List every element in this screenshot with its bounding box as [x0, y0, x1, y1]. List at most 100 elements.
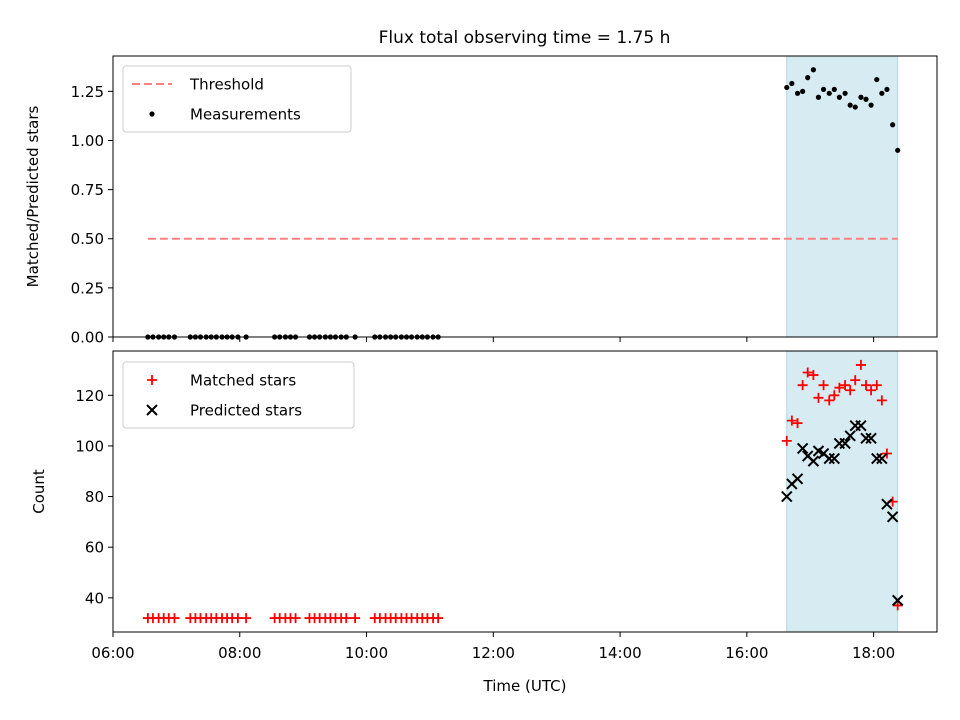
predicted-point [855, 419, 867, 432]
predicted-point [791, 473, 804, 485]
y-tick-label: 0.25 [71, 279, 104, 297]
legend-predicted-swatch [146, 404, 158, 416]
y-tick-label: 40 [85, 589, 104, 607]
y-tick-label: 1.25 [71, 83, 104, 101]
x-tick-label: 14:00 [598, 644, 641, 662]
measurement-point [810, 67, 817, 73]
y-axis-label: Matched/Predicted stars [24, 106, 42, 288]
predicted-point [886, 511, 899, 523]
matched-point [818, 380, 829, 391]
legend-matched-swatch [147, 375, 157, 385]
top-panel-ratio: 0.00 0.25 0.50 0.75 1.00 1.25 Matched/Predicte… [24, 55, 938, 347]
x-tick-label: 08:00 [218, 644, 261, 662]
matched-point [892, 600, 903, 611]
matched-point [813, 392, 824, 403]
predicted-point [828, 452, 841, 465]
x-tick-label: 16:00 [725, 644, 768, 662]
matched-point [829, 390, 840, 401]
legend-label: Threshold [189, 76, 264, 94]
matched-point [881, 448, 892, 459]
bottom-panel-counts: 40 60 80 100 120 06:00 08:00 10:00 12:00 14:00 16:… [30, 350, 938, 695]
matched-point [781, 435, 792, 446]
matched-point [786, 415, 797, 426]
predicted-point [796, 442, 809, 455]
measurement-point [874, 76, 880, 83]
measurement-point [836, 94, 842, 100]
measurement-point [789, 80, 795, 87]
measurement-point [868, 102, 874, 108]
observing-span [786, 55, 899, 338]
measurement-point [784, 84, 790, 91]
matched-point [808, 370, 819, 381]
x-tick-label: 06:00 [91, 644, 134, 662]
x-tick-label: 10:00 [345, 644, 388, 662]
observing-span [786, 350, 899, 633]
measurement-point [852, 104, 858, 110]
matched-point [861, 380, 872, 391]
matched-point [824, 395, 835, 406]
measurement-point [831, 86, 837, 93]
matched-point [802, 367, 813, 378]
y-tick-label: 120 [75, 387, 104, 405]
predicted-point [865, 432, 877, 445]
predicted-point [839, 437, 851, 450]
measurement-point [794, 90, 801, 96]
matched-point [866, 385, 877, 396]
legend-label: Predicted stars [190, 402, 302, 420]
y-tick-label: 60 [85, 539, 104, 557]
predicted-point [871, 452, 883, 465]
measurement-point [842, 90, 848, 96]
predicted-point [781, 490, 793, 503]
x-axis-label: Time (UTC) [483, 677, 567, 695]
matched-point [350, 613, 361, 624]
measurement-point [884, 86, 890, 93]
predicted-point [844, 430, 856, 442]
legend-measurement-swatch [149, 111, 155, 117]
matched-point [792, 418, 803, 429]
axes-frame [112, 350, 938, 633]
predicted-point [881, 498, 893, 510]
axes-frame [112, 55, 938, 338]
matched-point [169, 613, 180, 624]
x-tick-label: 18:00 [852, 644, 895, 662]
predicted-point [823, 452, 835, 465]
measurement-point [858, 94, 864, 100]
y-tick-label: 0.00 [71, 329, 104, 347]
matched-point [876, 395, 887, 406]
measurement-point [895, 147, 901, 153]
chart-title: Flux total observing time = 1.75 h [379, 28, 671, 48]
predicted-point [891, 594, 904, 607]
legend: Matched stars Predicted stars [122, 361, 355, 429]
legend-box [122, 361, 355, 429]
matched-point [834, 382, 845, 393]
measurement-point [826, 90, 832, 96]
predicted-point [860, 432, 872, 445]
matched-point [840, 380, 851, 391]
y-tick-label: 100 [75, 437, 104, 455]
matched-point [871, 380, 882, 391]
matched-point [845, 385, 856, 396]
measurement-point [847, 102, 853, 108]
measurement-point [820, 86, 827, 93]
legend-label: Matched stars [190, 372, 296, 390]
y-tick-label: 1.00 [71, 132, 104, 150]
legend-box [122, 65, 352, 133]
matched-point [797, 380, 808, 391]
measurement-point [879, 90, 885, 96]
matched-point [850, 375, 861, 386]
y-tick-label: 0.50 [71, 230, 104, 248]
measurement-point [805, 75, 811, 81]
measurement-point [890, 122, 896, 128]
predicted-point [876, 452, 888, 465]
x-tick-label: 12:00 [472, 644, 515, 662]
measurement-point [800, 88, 806, 94]
measurement-point [863, 96, 869, 102]
matched-point [855, 359, 866, 370]
y-tick-label: 0.75 [71, 181, 104, 199]
matched-point [241, 613, 252, 624]
matched-point [290, 613, 301, 624]
legend: Threshold Measurements [122, 65, 352, 133]
matched-point [433, 613, 444, 624]
matched-point [341, 613, 352, 624]
